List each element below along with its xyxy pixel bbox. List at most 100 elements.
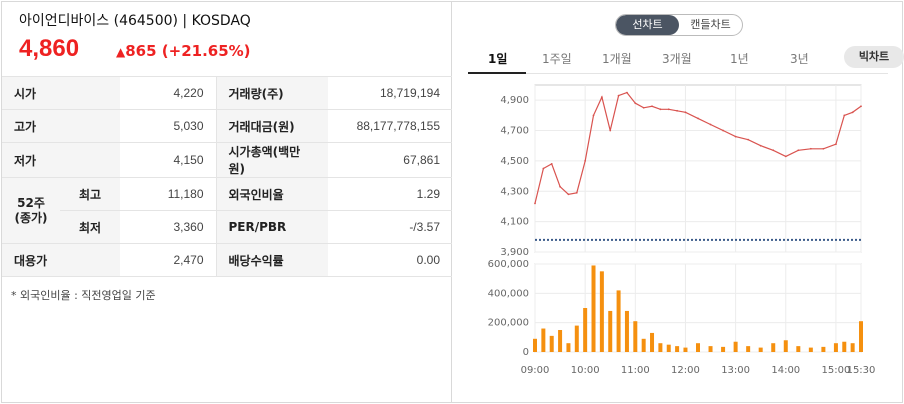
label-52week-high: 최고 (60, 177, 120, 211)
price-point (709, 123, 712, 126)
tab-1day[interactable]: 1일 (488, 52, 508, 66)
volume-tick-label: 600,000 (488, 259, 529, 270)
price-point (542, 167, 545, 170)
value-low: 4,150 (120, 142, 216, 178)
price-point (784, 155, 787, 158)
volume-bar (633, 321, 638, 352)
table-row: 대용가 2,470 배당수익률 0.00 (2, 243, 452, 277)
label-dividend-yield: 배당수익률 (215, 243, 328, 277)
price-point (634, 102, 637, 105)
volume-bar (821, 346, 826, 352)
volume-bar (558, 330, 563, 352)
volume-bar (859, 321, 863, 352)
candle-chart-button[interactable]: 캔들차트 (690, 18, 731, 31)
volume-bar (708, 346, 713, 352)
stock-title[interactable]: 아이언디바이스 (464500) | KOSDAQ (19, 13, 251, 29)
change-percent: (+21.65%) (161, 42, 251, 60)
price-tick-label: 4,700 (500, 126, 529, 137)
tabs-divider (526, 73, 888, 74)
line-chart-button[interactable]: 선차트 (616, 15, 679, 35)
big-chart-button[interactable]: 빅차트 (844, 46, 904, 68)
price-point (575, 191, 578, 194)
value-volume: 18,719,194 (328, 76, 452, 110)
volume-bar (583, 308, 588, 352)
label-52week: 52주 (종가) (2, 177, 60, 244)
price-point (667, 108, 670, 111)
price-tick-label: 4,100 (500, 217, 529, 228)
label-52week-low: 최저 (60, 210, 120, 244)
volume-bar (658, 343, 663, 352)
price-point (651, 105, 653, 108)
price-point (734, 135, 737, 138)
volume-tick-label: 400,000 (488, 288, 529, 299)
current-price: 4,860 (19, 35, 80, 62)
tab-1week[interactable]: 1주일 (542, 52, 572, 66)
price-point (851, 111, 854, 114)
price-point (609, 129, 612, 132)
price-point (772, 149, 775, 152)
price-point (534, 202, 536, 205)
price-point (759, 144, 762, 147)
volume-bar (599, 271, 604, 352)
time-tick-label: 12:00 (671, 365, 700, 376)
tab-3year[interactable]: 3년 (790, 52, 809, 66)
table-row: 최저 3,360 PER/PBR -/3.57 (2, 210, 452, 244)
volume-bar (574, 325, 579, 352)
label-trade-amount: 거래대금(원) (215, 109, 328, 143)
value-high: 5,030 (120, 109, 216, 143)
value-dividend-yield: 0.00 (328, 243, 452, 277)
volume-bar (641, 338, 646, 352)
volume-bar (666, 344, 671, 352)
tab-3month[interactable]: 3개월 (662, 52, 692, 66)
time-tick-label: 15:30 (847, 365, 876, 376)
tab-1year[interactable]: 1년 (730, 52, 749, 66)
price-point (600, 96, 603, 99)
label-substitute-price: 대용가 (2, 243, 120, 277)
price-point (592, 114, 595, 117)
volume-bar (833, 343, 838, 352)
stock-info-table: 시가 4,220 거래량(주) 18,719,194 고가 5,030 거래대금… (2, 76, 452, 277)
price-point (697, 117, 699, 120)
price-point (550, 163, 553, 165)
up-triangle-icon: ▲ (116, 45, 126, 59)
volume-bar (721, 346, 726, 352)
price-point (797, 149, 800, 152)
volume-bar (783, 340, 788, 352)
volume-bar (683, 347, 688, 352)
volume-bar (624, 310, 629, 352)
tab-1month[interactable]: 1개월 (602, 52, 632, 66)
value-substitute-price: 2,470 (120, 243, 216, 277)
price-point (747, 138, 750, 141)
volume-bar (675, 346, 680, 352)
chart-panel: 선차트 캔들차트 1일 1주일 1개월 3개월 1년 3년 빅차트 4,900 4… (452, 2, 904, 402)
price-point (642, 106, 645, 109)
price-point (559, 185, 561, 188)
label-market-cap: 시가총액(백만원) (215, 142, 328, 178)
change-value: 865 (125, 42, 157, 60)
time-tick-label: 09:00 (521, 365, 550, 376)
price-point (860, 105, 862, 108)
volume-bar (746, 346, 751, 352)
label-52week-line1: 52주 (17, 195, 45, 210)
value-per-pbr: -/3.57 (328, 210, 452, 244)
volume-bar (850, 343, 855, 352)
volume-bar (771, 343, 776, 352)
table-row: 고가 5,030 거래대금(원) 88,177,778,155 (2, 109, 452, 143)
price-point (809, 147, 812, 150)
volume-bar (808, 347, 813, 352)
label-low: 저가 (2, 142, 120, 178)
price-tick-label: 4,500 (500, 156, 529, 167)
label-52week-line2: (종가) (14, 210, 48, 225)
value-market-cap: 67,861 (328, 142, 452, 178)
volume-tick-label: 0 (523, 347, 529, 358)
price-point (567, 193, 570, 196)
stock-info-panel: 아이언디바이스 (464500) | KOSDAQ 4,860 ▲865 (+2… (2, 2, 452, 402)
price-point (659, 108, 662, 111)
price-line (534, 91, 862, 204)
value-open: 4,220 (120, 76, 216, 110)
value-foreign-ratio: 1.29 (328, 177, 452, 211)
price-point (835, 143, 837, 146)
volume-bar (616, 290, 621, 352)
time-tick-label: 15:00 (822, 365, 851, 376)
